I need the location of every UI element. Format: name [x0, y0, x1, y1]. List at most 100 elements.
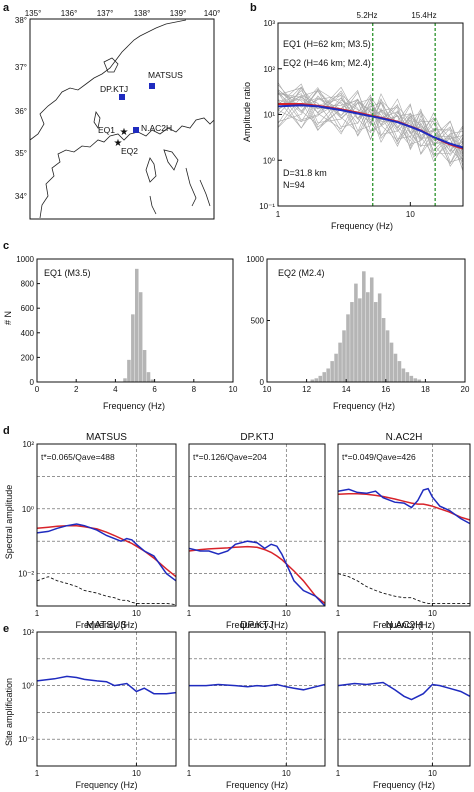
panel-c-left-x-tick-label: 2	[74, 385, 79, 394]
panel-c-right-bar	[350, 302, 354, 382]
panel-d-x-tick-label: 1	[187, 609, 192, 618]
panel-d-xlabel: Frequency (Hz)	[373, 620, 435, 630]
panel-b-y-tick-label: 10⁰	[263, 156, 275, 165]
station-marker-nac2h	[133, 127, 139, 133]
panel-b-y-tick-label: 10³	[263, 19, 275, 28]
panel-c-right-bar	[366, 292, 370, 382]
panel-d-subplot-annotation: t*=0.065/Qave=488	[41, 452, 115, 462]
panel-label-a: a	[3, 2, 10, 14]
event-label-eq1: EQ1	[98, 125, 115, 135]
lat-tick-38: 38°	[15, 16, 27, 25]
panel-d-spectral-amplitude: Spectral amplitude 1 10 10² 10⁰ 10⁻² MATSUS t*…	[4, 432, 471, 630]
panel-e-frame	[188, 631, 326, 767]
panel-b-annotation-distance: D=31.8 km	[283, 168, 327, 178]
lon-tick-137: 137°	[97, 9, 114, 18]
panel-b-gray-curve	[277, 92, 464, 147]
panel-b-gray-curve	[277, 93, 464, 147]
panel-c-right-bar	[369, 277, 374, 382]
panel-c-left-bar	[127, 359, 131, 382]
map-panel: 135° 136° 137° 138° 139° 140° 38° 37° 36…	[15, 9, 220, 220]
panel-b-annotation-eq2: EQ2 (H=46 km; M2.4)	[283, 58, 371, 68]
panel-c-right-bar	[326, 368, 330, 382]
panel-d-black-curve	[337, 573, 470, 604]
map-markers: ★ ★ MATSUS DP.KTJ N.AC2H EQ1 EQ2	[98, 70, 183, 156]
panel-d-subplot-2: 1 10 DP.KTJ t*=0.126/Qave=204 Frequency (Hz)	[187, 432, 326, 630]
panel-d-black-curve	[36, 576, 177, 606]
panel-b-x-tick-label: 1	[276, 210, 281, 219]
panel-d-subplot-title: N.AC2H	[386, 432, 423, 443]
panel-b-gray-curve	[277, 87, 464, 152]
panel-c-right-bar	[330, 361, 334, 382]
station-label-matsus: MATSUS	[148, 70, 183, 80]
event-marker-eq2: ★	[114, 138, 123, 149]
panel-c-right-bar	[405, 372, 410, 382]
panel-d-frame	[337, 443, 471, 607]
panel-c-right-bar	[373, 302, 378, 382]
panel-d-x-tick-label: 10	[428, 609, 437, 618]
panel-c-left-frame	[36, 258, 234, 383]
panel-c-right-bar	[358, 298, 362, 382]
lake-biwa	[93, 110, 101, 130]
station-label-dpktj: DP.KTJ	[100, 84, 128, 94]
panel-e-xlabel: Frequency (Hz)	[373, 780, 435, 790]
lon-tick-138: 138°	[134, 9, 151, 18]
panel-c-left-bar	[135, 268, 139, 382]
panel-b-gray-curve	[277, 86, 464, 152]
panel-d-y-tick-label: 10⁻²	[18, 570, 34, 579]
panel-d-red-curve	[188, 545, 326, 604]
panel-d-subplot-title: MATSUS	[86, 432, 127, 443]
panel-c-left-bar	[123, 378, 127, 382]
panel-d-red-curve	[36, 524, 177, 578]
panel-c-left-bar	[150, 379, 155, 382]
panel-c-left-y-tick-label: 1000	[16, 255, 34, 264]
panel-b-gray-curve	[277, 89, 464, 165]
panel-c-left-x-tick-label: 0	[35, 385, 40, 394]
panel-c-left-y-tick-label: 0	[30, 378, 35, 387]
panel-c-left-title: EQ1 (M3.5)	[44, 268, 91, 278]
panel-e-subplot-title: MATSUS	[86, 620, 127, 631]
panel-e-subplot-title: DP.KTJ	[240, 620, 273, 631]
panel-c-right-bar	[342, 330, 346, 382]
panel-c-right-bar	[397, 361, 402, 382]
panel-e-x-tick-label: 1	[35, 769, 40, 778]
panel-d-blue-curve	[188, 540, 326, 607]
panel-c-left-y-tick-label: 600	[21, 304, 35, 313]
lat-tick-36: 36°	[15, 107, 27, 116]
panel-c-right-bar	[377, 293, 382, 382]
panel-d-blue-curve	[337, 487, 471, 525]
panel-b-annotation-count: N=94	[283, 180, 305, 190]
panel-label-d: d	[3, 425, 10, 437]
panel-d-subplot-annotation: t*=0.126/Qave=204	[193, 452, 267, 462]
panel-d-x-tick-label: 1	[35, 609, 40, 618]
panel-c-left-bar	[146, 372, 151, 382]
panel-c-right-bar	[334, 353, 338, 382]
panel-d-subplot-3: 1 10 N.AC2H t*=0.049/Qave=426 Frequency (Hz)	[336, 432, 471, 630]
station-label-nac2h: N.AC2H	[141, 123, 172, 133]
panel-d-subplot-title: DP.KTJ	[240, 432, 273, 443]
panel-c-right-bar	[385, 330, 390, 382]
panel-c-left-y-tick-label: 800	[21, 280, 35, 289]
panel-c-right-bar	[318, 375, 323, 382]
panel-e-site-amplification: Site amplification 1 1010²10⁰10⁻²MATSUSFr…	[4, 620, 471, 790]
panel-b-gray-curve	[277, 95, 464, 153]
station-marker-dpktj	[119, 94, 125, 100]
panel-c-right-title: EQ2 (M2.4)	[278, 268, 325, 278]
panel-e-subplot-title: N.AC2H	[386, 620, 423, 631]
panel-c-left-xlabel: Frequency (Hz)	[103, 401, 165, 411]
panel-e-frame	[36, 631, 177, 767]
panel-e-x-tick-label: 1	[187, 769, 192, 778]
panel-d-y-tick-label: 10⁰	[22, 505, 34, 514]
panel-d-x-tick-label: 10	[282, 609, 291, 618]
panel-c-right-frame	[266, 258, 466, 383]
panel-c-right-bar	[310, 379, 315, 382]
panel-label-c: c	[3, 240, 9, 252]
panel-b-gray-curve	[277, 95, 464, 163]
event-label-eq2: EQ2	[121, 146, 138, 156]
panel-c-right-x-tick-label: 10	[263, 385, 272, 394]
lon-tick-135: 135°	[25, 9, 42, 18]
panel-c-right-bar	[354, 283, 358, 382]
panel-c-left-bar	[131, 314, 135, 382]
